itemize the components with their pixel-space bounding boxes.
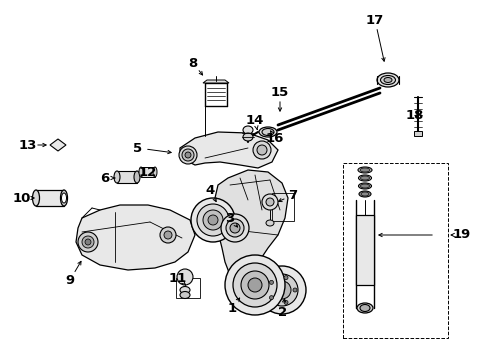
Ellipse shape [243,133,253,141]
Ellipse shape [134,171,140,183]
Circle shape [241,271,269,299]
Polygon shape [203,80,229,83]
Circle shape [226,219,244,237]
Ellipse shape [60,190,68,206]
Text: 13: 13 [19,139,37,152]
Ellipse shape [359,183,371,189]
Ellipse shape [377,73,399,87]
Text: 8: 8 [188,57,197,69]
Circle shape [221,214,249,242]
Circle shape [82,236,94,248]
Ellipse shape [153,167,157,177]
Ellipse shape [32,190,40,206]
Ellipse shape [358,167,372,173]
Text: 18: 18 [406,108,424,122]
Circle shape [258,266,306,314]
Circle shape [179,146,197,164]
Circle shape [266,198,274,206]
Circle shape [284,300,288,304]
Text: 10: 10 [13,192,31,204]
Bar [356,215,374,285]
Ellipse shape [361,192,369,196]
Circle shape [248,278,262,292]
Circle shape [293,288,297,292]
Circle shape [253,141,271,159]
Polygon shape [50,139,66,151]
Ellipse shape [361,184,369,188]
Ellipse shape [262,129,274,135]
Ellipse shape [266,220,274,226]
Circle shape [160,227,176,243]
Ellipse shape [384,77,392,82]
Circle shape [164,231,172,239]
Polygon shape [215,170,288,282]
Ellipse shape [139,167,143,177]
Circle shape [177,269,193,285]
Text: 16: 16 [266,131,284,144]
Text: 5: 5 [133,141,143,154]
Ellipse shape [180,292,190,298]
Ellipse shape [360,168,370,172]
Circle shape [182,149,194,161]
Bar [343,163,448,338]
Ellipse shape [381,76,395,85]
Ellipse shape [361,176,369,180]
Ellipse shape [360,305,370,311]
Polygon shape [180,132,278,168]
Text: 6: 6 [100,171,110,185]
Ellipse shape [180,287,190,293]
Ellipse shape [243,126,253,134]
Circle shape [197,204,229,236]
Bar [414,131,422,135]
Circle shape [85,239,91,245]
Circle shape [185,152,191,158]
Text: 2: 2 [278,306,288,319]
Circle shape [191,198,235,242]
Text: 17: 17 [366,14,384,27]
Circle shape [273,281,291,299]
Circle shape [270,280,273,284]
Text: 19: 19 [453,229,471,242]
Circle shape [262,194,278,210]
Ellipse shape [359,175,371,181]
Circle shape [230,223,240,233]
Circle shape [284,276,288,280]
Polygon shape [76,205,195,270]
Text: 11: 11 [169,271,187,284]
Bar [272,193,294,221]
Text: 4: 4 [205,184,215,197]
Circle shape [233,263,277,307]
Ellipse shape [357,303,373,313]
Bar [36,190,64,206]
Text: 9: 9 [66,274,74,287]
Circle shape [203,210,223,230]
Text: 14: 14 [246,113,264,126]
Ellipse shape [114,171,120,183]
Text: 12: 12 [139,166,157,179]
Circle shape [266,274,298,306]
Ellipse shape [259,127,277,137]
Bar [176,278,200,298]
Circle shape [270,296,273,300]
Text: 15: 15 [271,86,289,99]
Text: 1: 1 [227,302,237,315]
Circle shape [208,215,218,225]
Text: 3: 3 [225,212,235,225]
Ellipse shape [359,191,371,197]
Ellipse shape [62,193,67,203]
Circle shape [225,255,285,315]
Bar [141,167,155,177]
Circle shape [78,232,98,252]
Circle shape [257,145,267,155]
Bar [117,171,137,183]
Text: 7: 7 [289,189,297,202]
